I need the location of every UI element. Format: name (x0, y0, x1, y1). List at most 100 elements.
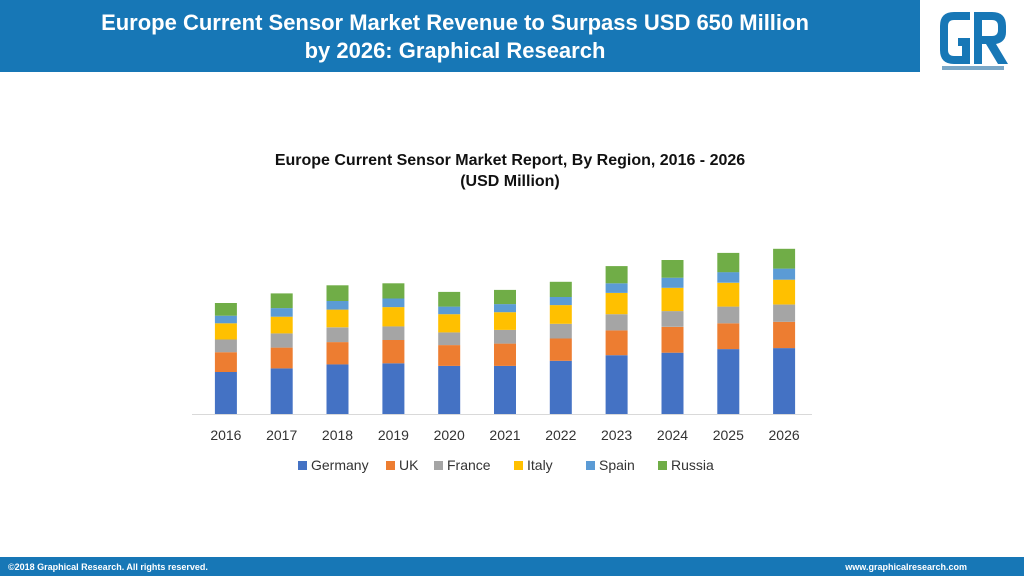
bar-uk-2022 (549, 338, 572, 361)
bar-france-2022 (549, 323, 572, 339)
x-tick-label-2018: 2018 (322, 427, 353, 443)
x-tick-label-2017: 2017 (266, 427, 297, 443)
x-tick-label-2023: 2023 (601, 427, 632, 443)
legend-swatch-russia (658, 461, 667, 470)
bar-france-2017 (270, 333, 293, 348)
x-tick-label-2019: 2019 (378, 427, 409, 443)
bar-uk-2023 (605, 330, 628, 356)
bar-russia-2017 (270, 293, 293, 309)
legend-swatch-italy (514, 461, 523, 470)
legend-swatch-france (434, 461, 443, 470)
bar-spain-2023 (605, 283, 628, 293)
bar-france-2024 (661, 311, 684, 327)
bar-germany-2018 (326, 364, 349, 414)
bar-uk-2024 (661, 326, 684, 353)
bar-russia-2016 (214, 303, 237, 316)
x-tick-label-2021: 2021 (489, 427, 520, 443)
bar-spain-2026 (773, 268, 796, 280)
page-title-line-1: Europe Current Sensor Market Revenue to … (101, 10, 809, 35)
bar-uk-2026 (773, 321, 796, 349)
copyright-text: ©2018 Graphical Research. All rights res… (8, 562, 208, 572)
bar-italy-2022 (549, 305, 572, 324)
bar-spain-2022 (549, 297, 572, 306)
bar-spain-2020 (438, 306, 461, 315)
bar-russia-2026 (773, 248, 796, 269)
bar-uk-2018 (326, 342, 349, 365)
bar-spain-2017 (270, 308, 293, 317)
bar-uk-2016 (214, 352, 237, 372)
bar-italy-2016 (214, 323, 237, 340)
bar-italy-2021 (494, 312, 516, 330)
bar-uk-2025 (717, 323, 740, 350)
graphical-research-logo (920, 0, 1024, 76)
legend-label-russia: Russia (671, 457, 714, 473)
bar-spain-2025 (717, 272, 740, 283)
bar-russia-2025 (717, 252, 740, 273)
legend-label-uk: UK (399, 457, 419, 473)
bar-russia-2020 (438, 291, 461, 307)
bar-germany-2023 (605, 355, 628, 414)
bar-germany-2016 (214, 371, 237, 414)
bar-spain-2024 (661, 277, 684, 288)
bar-france-2026 (773, 304, 796, 322)
legend-label-spain: Spain (599, 457, 635, 473)
bar-germany-2024 (661, 352, 684, 414)
bar-france-2023 (605, 314, 628, 331)
bar-germany-2025 (717, 349, 740, 414)
bar-italy-2023 (605, 292, 628, 315)
bar-france-2018 (326, 327, 349, 343)
bar-italy-2019 (382, 307, 405, 327)
x-tick-label-2020: 2020 (434, 427, 465, 443)
chart-title-line-2: (USD Million) (460, 173, 560, 190)
x-tick-label-2026: 2026 (769, 427, 800, 443)
page-title: Europe Current Sensor Market Revenue to … (0, 9, 910, 65)
bar-italy-2026 (773, 279, 796, 305)
legend-swatch-germany (298, 461, 307, 470)
bar-italy-2017 (270, 316, 293, 334)
bar-italy-2020 (438, 314, 461, 333)
website-link[interactable]: www.graphicalresearch.com (845, 562, 967, 572)
gr-logo-icon (934, 2, 1012, 74)
bar-france-2016 (214, 339, 237, 353)
bar-france-2021 (494, 329, 516, 344)
bar-spain-2018 (326, 301, 349, 310)
x-tick-label-2025: 2025 (713, 427, 744, 443)
bar-uk-2021 (494, 343, 516, 366)
legend-swatch-uk (386, 461, 395, 470)
bar-spain-2016 (214, 315, 237, 324)
bar-italy-2018 (326, 309, 349, 328)
bar-spain-2019 (382, 298, 405, 308)
x-tick-label-2022: 2022 (545, 427, 576, 443)
x-tick-label-2024: 2024 (657, 427, 688, 443)
bar-france-2019 (382, 326, 405, 340)
legend-label-germany: Germany (311, 457, 369, 473)
bar-france-2025 (717, 306, 740, 324)
bar-germany-2021 (494, 365, 516, 414)
bar-germany-2022 (549, 360, 572, 414)
bar-germany-2026 (773, 348, 796, 414)
bar-uk-2017 (270, 347, 293, 369)
chart-title: Europe Current Sensor Market Report, By … (180, 150, 840, 192)
legend-label-france: France (447, 457, 491, 473)
bar-uk-2019 (382, 340, 405, 364)
bar-germany-2019 (382, 363, 405, 414)
bar-uk-2020 (438, 345, 461, 366)
legend-label-italy: Italy (527, 457, 553, 473)
bar-spain-2021 (494, 304, 516, 313)
bar-italy-2024 (661, 287, 684, 312)
bar-russia-2018 (326, 285, 349, 301)
bar-france-2020 (438, 332, 461, 346)
page-title-line-2: by 2026: Graphical Research (304, 38, 606, 63)
bar-russia-2019 (382, 283, 405, 299)
bar-russia-2023 (605, 266, 628, 284)
bar-russia-2021 (494, 289, 516, 305)
header-banner: Europe Current Sensor Market Revenue to … (0, 0, 920, 72)
bar-russia-2024 (661, 260, 684, 278)
legend-swatch-spain (586, 461, 595, 470)
bar-germany-2020 (438, 365, 461, 414)
footer-bar: ©2018 Graphical Research. All rights res… (0, 557, 1024, 576)
bar-russia-2022 (549, 281, 572, 297)
chart-title-line-1: Europe Current Sensor Market Report, By … (274, 152, 746, 169)
bar-germany-2017 (270, 368, 293, 414)
